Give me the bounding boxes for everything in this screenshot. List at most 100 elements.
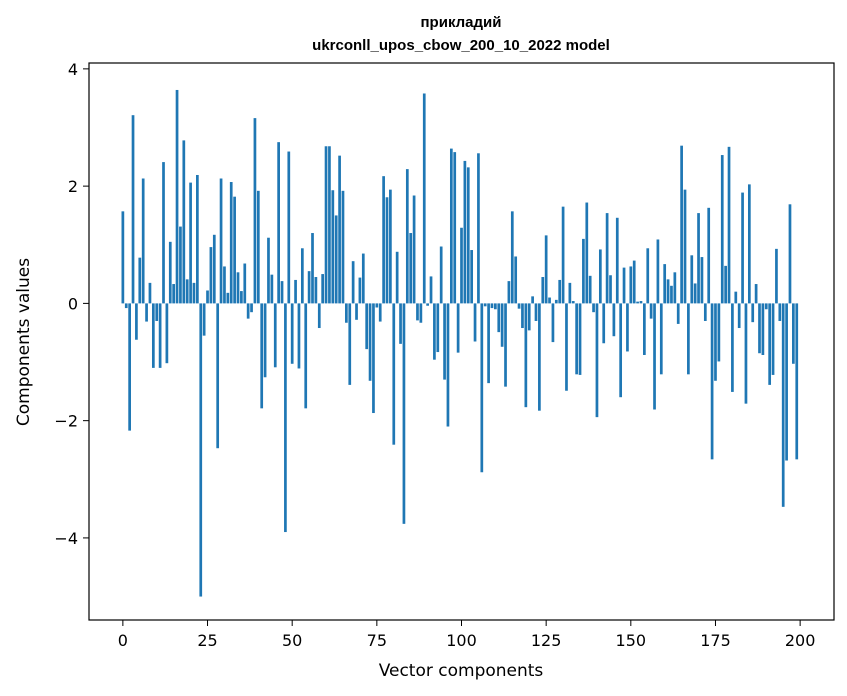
bar-18	[182, 140, 186, 304]
bar-171	[700, 257, 704, 304]
bar-77	[382, 176, 385, 304]
bar-123	[538, 303, 541, 411]
bar-129	[558, 279, 562, 304]
bar-180	[731, 303, 734, 392]
bar-66	[345, 303, 348, 323]
bar-54	[304, 303, 308, 409]
bar-71	[361, 253, 365, 304]
bar-122	[534, 303, 538, 321]
bar-43	[267, 237, 270, 304]
bar-135	[578, 303, 582, 375]
bar-34	[236, 272, 240, 304]
bar-19	[185, 279, 189, 304]
bar-181	[734, 291, 738, 304]
bar-165	[680, 145, 683, 304]
bar-98	[453, 152, 457, 304]
bar-127	[551, 303, 555, 343]
bar-21	[192, 282, 196, 304]
bar-112	[500, 303, 504, 347]
y-tick-label: 2	[68, 177, 78, 196]
bar-28	[216, 303, 220, 449]
x-tick-label: 0	[118, 631, 128, 650]
bar-45	[273, 303, 277, 368]
bar-118	[521, 303, 524, 329]
bar-55	[307, 271, 311, 304]
bar-175	[714, 303, 717, 381]
bar-13	[165, 303, 169, 364]
bar-146	[615, 217, 619, 304]
bar-12	[162, 162, 165, 304]
bar-156	[649, 303, 653, 319]
bar-136	[582, 238, 585, 304]
bar-3	[131, 115, 135, 304]
bar-162	[670, 285, 673, 304]
x-tick-label: 50	[282, 631, 302, 650]
bar-158	[656, 239, 660, 304]
bar-142	[602, 303, 606, 344]
bar-133	[571, 301, 575, 304]
bar-150	[629, 266, 633, 304]
bar-10	[155, 303, 159, 321]
bar-189	[761, 303, 765, 355]
x-tick-label: 25	[197, 631, 217, 650]
bar-11	[158, 303, 162, 368]
bar-74	[372, 303, 375, 414]
bar-109	[490, 303, 494, 309]
y-axis-ticks: −4 −2 0 2 4	[54, 60, 89, 548]
bar-84	[405, 169, 409, 304]
bar-188	[758, 303, 761, 354]
bar-89	[422, 93, 426, 304]
bar-96	[446, 303, 450, 427]
bar-106	[480, 303, 484, 473]
bar-179	[727, 146, 731, 304]
bar-138	[588, 275, 592, 304]
bar-58	[317, 303, 321, 329]
y-tick-label: −2	[54, 412, 78, 431]
bar-57	[314, 277, 318, 304]
bar-94	[439, 246, 443, 304]
bar-110	[494, 303, 497, 310]
bar-155	[646, 248, 650, 304]
bar-108	[487, 303, 490, 384]
bar-82	[399, 303, 402, 344]
bar-81	[395, 251, 399, 304]
bar-39	[253, 118, 257, 304]
bar-16	[175, 89, 179, 304]
bar-47	[280, 281, 284, 304]
bar-70	[358, 277, 362, 304]
bar-29	[219, 178, 223, 304]
bar-102	[466, 167, 470, 304]
plot-frame	[88, 62, 835, 621]
bar-104	[473, 303, 477, 342]
bar-99	[456, 303, 460, 353]
bar-164	[676, 303, 680, 324]
bars-group	[121, 89, 799, 597]
bar-59	[321, 274, 325, 304]
bar-6	[141, 178, 145, 304]
bar-191	[768, 303, 772, 385]
bar-137	[585, 202, 589, 304]
bar-107	[483, 303, 487, 307]
bar-9	[151, 303, 155, 368]
bar-145	[612, 303, 616, 337]
bar-86	[412, 195, 416, 304]
bar-63	[334, 215, 338, 304]
bar-128	[554, 299, 558, 304]
bar-121	[531, 296, 534, 304]
bar-157	[653, 303, 656, 410]
bar-26	[209, 247, 213, 304]
bar-85	[409, 233, 413, 304]
bar-42	[263, 303, 267, 378]
x-tick-label: 100	[446, 631, 477, 650]
bar-140	[595, 303, 599, 418]
bar-36	[243, 263, 247, 304]
bar-172	[703, 303, 707, 321]
bar-113	[504, 303, 507, 387]
bar-115	[510, 211, 514, 304]
y-axis-label: Components values	[14, 258, 34, 426]
bar-23	[199, 303, 203, 597]
x-tick-label: 150	[616, 631, 647, 650]
bar-72	[365, 303, 369, 350]
bar-193	[775, 248, 778, 304]
bar-80	[392, 303, 396, 445]
